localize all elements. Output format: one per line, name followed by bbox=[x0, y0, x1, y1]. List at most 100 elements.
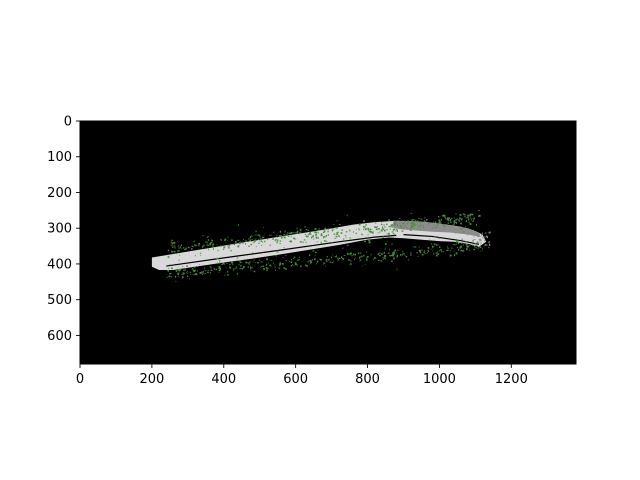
veg-lower-point bbox=[279, 263, 281, 266]
veg-upper-point bbox=[353, 231, 355, 232]
veg-upper-point bbox=[173, 250, 176, 253]
veg-lower-point bbox=[231, 261, 234, 264]
veg-lower-point bbox=[475, 247, 477, 249]
dark-specks-point bbox=[479, 239, 482, 241]
veg-lower-point bbox=[456, 241, 457, 243]
veg-lower-point bbox=[427, 249, 429, 251]
veg-lower-point bbox=[390, 254, 393, 257]
veg-upper-point bbox=[425, 219, 428, 221]
veg-outliers-point bbox=[206, 236, 209, 238]
veg-outliers-point bbox=[440, 221, 441, 222]
veg-lower-point bbox=[294, 262, 297, 265]
dark-specks-point bbox=[485, 232, 487, 234]
veg-lower-point bbox=[321, 259, 323, 261]
veg-upper-point bbox=[254, 238, 257, 240]
veg-upper-point bbox=[318, 237, 319, 239]
veg-upper-point bbox=[427, 223, 430, 225]
veg-upper-point bbox=[198, 242, 201, 245]
veg-lower-point bbox=[311, 258, 313, 261]
veg-outliers-point bbox=[343, 238, 345, 241]
veg-upper-point bbox=[333, 233, 336, 235]
veg-upper-point bbox=[261, 244, 263, 246]
veg-lower-point bbox=[390, 260, 393, 262]
veg-lower-point bbox=[238, 260, 240, 262]
veg-upper-point bbox=[410, 223, 412, 224]
veg-lower-point bbox=[442, 251, 445, 253]
dark-specks-point bbox=[488, 241, 490, 244]
veg-lower-point bbox=[474, 245, 475, 248]
veg-outliers-point bbox=[465, 225, 466, 228]
veg-lower-point bbox=[260, 266, 263, 267]
veg-lower-point bbox=[465, 241, 467, 243]
veg-upper-point bbox=[320, 233, 323, 235]
veg-upper-point bbox=[444, 216, 446, 218]
veg-lower-point bbox=[261, 261, 263, 263]
veg-upper-point bbox=[258, 239, 259, 241]
veg-outliers-point bbox=[275, 239, 278, 241]
veg-upper-point bbox=[212, 244, 214, 246]
dark-specks-point bbox=[478, 238, 481, 240]
veg-outliers-point bbox=[460, 228, 463, 230]
veg-upper-point bbox=[331, 229, 334, 232]
veg-upper-point bbox=[358, 229, 361, 231]
veg-upper-point bbox=[468, 221, 470, 223]
veg-upper-point bbox=[191, 248, 193, 250]
veg-upper-point bbox=[294, 232, 296, 234]
veg-upper-point bbox=[435, 226, 436, 229]
veg-upper-point bbox=[217, 249, 219, 252]
veg-upper-point bbox=[465, 217, 468, 219]
veg-upper-point bbox=[279, 240, 282, 242]
veg-upper-point bbox=[348, 229, 350, 231]
veg-lower-point bbox=[224, 263, 225, 265]
veg-upper-point bbox=[242, 241, 244, 244]
veg-lower-point bbox=[177, 273, 180, 275]
veg-lower-point bbox=[267, 262, 269, 264]
veg-upper-point bbox=[396, 229, 399, 232]
veg-lower-point bbox=[326, 258, 328, 261]
veg-lower-point bbox=[440, 248, 441, 251]
veg-outliers-point bbox=[177, 251, 179, 252]
veg-outliers-point bbox=[210, 269, 212, 271]
veg-upper-point bbox=[332, 223, 335, 225]
veg-upper-point bbox=[457, 219, 460, 221]
veg-upper-point bbox=[254, 234, 256, 236]
veg-upper-point bbox=[352, 231, 354, 233]
veg-lower-point bbox=[431, 245, 434, 248]
veg-upper-point bbox=[390, 224, 393, 227]
veg-upper-point bbox=[302, 241, 304, 244]
veg-upper-point bbox=[407, 222, 409, 225]
veg-lower-point bbox=[314, 254, 316, 256]
veg-upper-point bbox=[355, 229, 357, 230]
veg-lower-point bbox=[218, 266, 221, 268]
veg-lower-point bbox=[290, 259, 292, 261]
veg-upper-point bbox=[478, 214, 481, 217]
veg-upper-point bbox=[370, 229, 373, 231]
veg-lower-point bbox=[433, 245, 435, 247]
veg-upper-point bbox=[462, 213, 465, 215]
x-tick-label: 400 bbox=[211, 372, 236, 387]
veg-upper-point bbox=[269, 244, 271, 247]
dark-specks-point bbox=[488, 246, 490, 249]
veg-lower-point bbox=[285, 260, 287, 262]
veg-lower-point bbox=[186, 265, 188, 267]
veg-upper-point bbox=[227, 245, 229, 247]
veg-upper-point bbox=[378, 228, 380, 230]
veg-upper-point bbox=[264, 240, 266, 243]
veg-lower-point bbox=[278, 265, 280, 267]
veg-upper-point bbox=[310, 234, 312, 235]
veg-lower-point bbox=[195, 273, 198, 276]
veg-upper-point bbox=[177, 250, 180, 252]
veg-upper-point bbox=[395, 230, 398, 232]
veg-lower-point bbox=[167, 270, 169, 272]
veg-upper-point bbox=[458, 220, 460, 222]
veg-lower-point bbox=[183, 272, 185, 274]
veg-upper-point bbox=[383, 229, 386, 232]
veg-outliers-point bbox=[331, 242, 333, 244]
veg-lower-point bbox=[285, 268, 287, 270]
veg-lower-point bbox=[394, 250, 397, 252]
veg-upper-point bbox=[170, 244, 172, 246]
veg-lower-point bbox=[336, 257, 338, 259]
veg-upper-point bbox=[296, 230, 299, 233]
veg-upper-point bbox=[315, 234, 318, 236]
veg-outliers-point bbox=[200, 255, 201, 256]
